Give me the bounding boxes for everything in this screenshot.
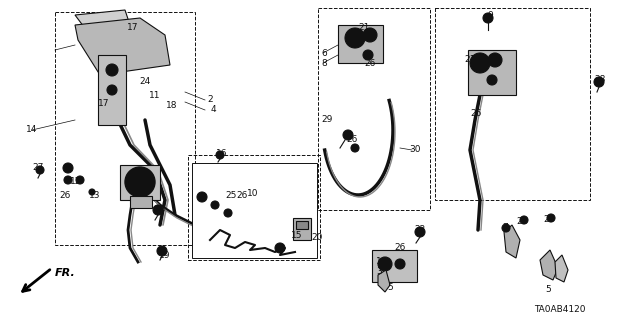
Text: 24: 24 xyxy=(140,78,150,86)
Text: 22: 22 xyxy=(414,225,426,234)
Text: 28: 28 xyxy=(595,76,605,85)
Text: 2: 2 xyxy=(207,95,213,105)
Circle shape xyxy=(197,192,207,202)
Text: 26: 26 xyxy=(394,243,406,253)
Text: 21: 21 xyxy=(358,24,370,33)
Polygon shape xyxy=(75,10,135,55)
Circle shape xyxy=(502,224,510,232)
Bar xyxy=(98,55,126,125)
Bar xyxy=(296,221,308,229)
Circle shape xyxy=(211,201,219,209)
Text: 14: 14 xyxy=(26,125,38,135)
Circle shape xyxy=(36,166,44,174)
Text: 7: 7 xyxy=(502,224,508,233)
Text: 4: 4 xyxy=(210,106,216,115)
Text: 25: 25 xyxy=(225,191,237,201)
Circle shape xyxy=(125,167,155,197)
Text: 3: 3 xyxy=(376,266,382,276)
Bar xyxy=(215,220,245,242)
Circle shape xyxy=(487,75,497,85)
Text: 19: 19 xyxy=(159,251,171,261)
Text: 26: 26 xyxy=(60,191,70,201)
Circle shape xyxy=(343,130,353,140)
Text: 12: 12 xyxy=(70,177,82,187)
Circle shape xyxy=(363,28,377,42)
Circle shape xyxy=(106,64,118,76)
Circle shape xyxy=(89,189,95,195)
Text: 6: 6 xyxy=(321,48,327,57)
Circle shape xyxy=(132,174,148,190)
Circle shape xyxy=(351,144,359,152)
Text: 5: 5 xyxy=(387,284,393,293)
Text: 9: 9 xyxy=(487,11,493,19)
Circle shape xyxy=(395,259,405,269)
Text: 17: 17 xyxy=(127,24,139,33)
Bar xyxy=(468,50,516,95)
Text: 29: 29 xyxy=(321,115,333,124)
Text: 27: 27 xyxy=(32,164,44,173)
Circle shape xyxy=(470,53,490,73)
Polygon shape xyxy=(540,250,558,280)
Text: 30: 30 xyxy=(409,145,420,154)
Bar xyxy=(192,163,317,258)
Text: 26: 26 xyxy=(346,136,358,145)
Circle shape xyxy=(232,226,242,236)
Text: 26: 26 xyxy=(543,216,555,225)
Circle shape xyxy=(220,226,230,236)
Text: 23: 23 xyxy=(154,205,166,214)
Text: 16: 16 xyxy=(216,149,228,158)
Bar xyxy=(338,25,383,63)
Polygon shape xyxy=(378,270,390,292)
Bar xyxy=(55,12,195,245)
Circle shape xyxy=(157,246,167,256)
Text: 17: 17 xyxy=(99,99,109,108)
Circle shape xyxy=(224,209,232,217)
Text: TA0AB4120: TA0AB4120 xyxy=(534,306,586,315)
Text: 21: 21 xyxy=(464,56,476,64)
Circle shape xyxy=(153,205,163,215)
Circle shape xyxy=(488,53,502,67)
Text: 1: 1 xyxy=(376,256,382,265)
Circle shape xyxy=(275,243,285,253)
Text: 11: 11 xyxy=(149,91,161,100)
Polygon shape xyxy=(555,255,568,282)
Text: 26: 26 xyxy=(364,58,376,68)
Circle shape xyxy=(137,179,143,185)
Text: 8: 8 xyxy=(321,58,327,68)
Circle shape xyxy=(345,28,365,48)
Text: 26: 26 xyxy=(470,108,482,117)
Text: FR.: FR. xyxy=(55,268,76,278)
Bar xyxy=(293,218,311,240)
Circle shape xyxy=(76,176,84,184)
Text: 26: 26 xyxy=(236,191,248,201)
Text: 10: 10 xyxy=(247,189,259,198)
Circle shape xyxy=(363,50,373,60)
Text: 18: 18 xyxy=(166,100,178,109)
Bar xyxy=(372,250,417,282)
Text: 22: 22 xyxy=(516,218,527,226)
Bar xyxy=(318,8,430,210)
Text: 5: 5 xyxy=(545,285,551,293)
Bar xyxy=(130,196,152,208)
Circle shape xyxy=(415,227,425,237)
Bar xyxy=(120,165,160,200)
Circle shape xyxy=(63,163,73,173)
Bar xyxy=(435,8,590,200)
Circle shape xyxy=(216,151,224,159)
Circle shape xyxy=(483,13,493,23)
Text: 13: 13 xyxy=(89,190,100,199)
Circle shape xyxy=(378,257,392,271)
Circle shape xyxy=(520,216,528,224)
Circle shape xyxy=(64,176,72,184)
Bar xyxy=(188,155,320,260)
Circle shape xyxy=(594,77,604,87)
Text: 20: 20 xyxy=(311,233,323,241)
Text: 15: 15 xyxy=(291,232,303,241)
Polygon shape xyxy=(75,18,170,75)
Polygon shape xyxy=(504,225,520,258)
Circle shape xyxy=(107,85,117,95)
Circle shape xyxy=(547,214,555,222)
Bar xyxy=(218,240,243,256)
